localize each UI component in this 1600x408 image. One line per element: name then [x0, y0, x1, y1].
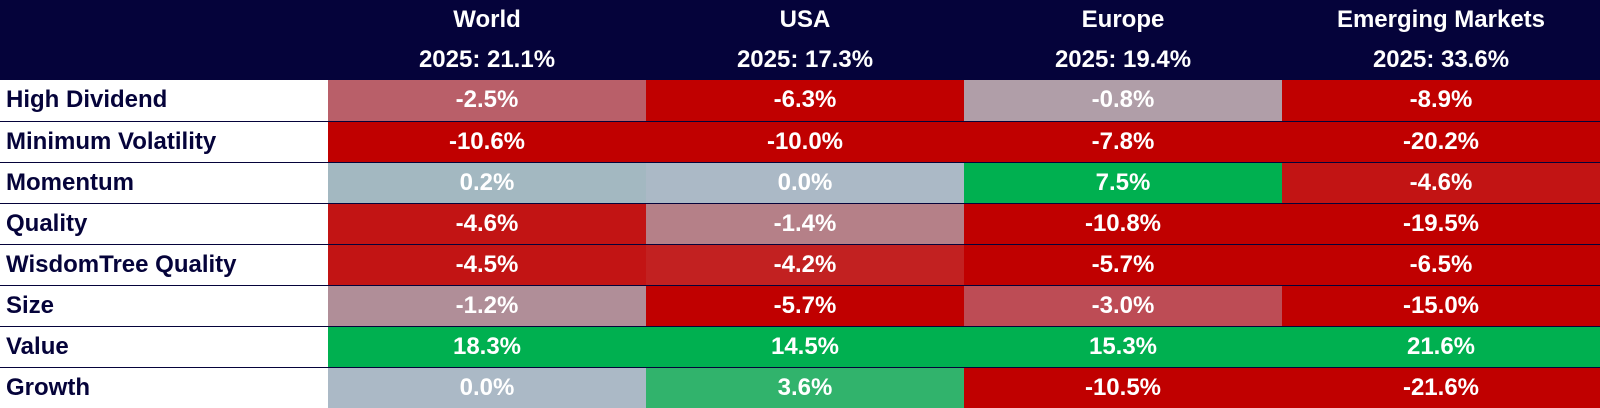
row-label: High Dividend [0, 80, 328, 122]
heatmap-cell: 7.5% [964, 162, 1282, 204]
heatmap-cell: -6.3% [646, 80, 964, 122]
heatmap-cell: -5.7% [964, 244, 1282, 286]
column-name: Europe [1081, 6, 1165, 33]
row-label: Value [0, 326, 328, 368]
table-row: WisdomTree Quality -4.5% -4.2% -5.7% -6.5% [0, 244, 1600, 286]
row-label: WisdomTree Quality [0, 244, 328, 286]
table-row: Growth 0.0% 3.6% -10.5% -21.6% [0, 367, 1600, 408]
row-label: Minimum Volatility [0, 121, 328, 163]
header-corner [0, 0, 328, 80]
heatmap-cell: -21.6% [1282, 367, 1600, 408]
table-row: Quality -4.6% -1.4% -10.8% -19.5% [0, 203, 1600, 245]
heatmap-cell: 15.3% [964, 326, 1282, 368]
row-label: Momentum [0, 162, 328, 204]
heatmap-cell: -1.4% [646, 203, 964, 245]
column-header: Europe 2025: 19.4% [964, 0, 1282, 80]
heatmap-cell: -10.0% [646, 121, 964, 163]
row-label: Growth [0, 367, 328, 408]
heatmap-cell: 0.2% [328, 162, 646, 204]
heatmap-cell: -10.5% [964, 367, 1282, 408]
column-subtitle: 2025: 17.3% [736, 46, 874, 73]
heatmap-cell: 14.5% [646, 326, 964, 368]
column-subtitle: 2025: 21.1% [418, 46, 556, 73]
heatmap-cell: -6.5% [1282, 244, 1600, 286]
heatmap-cell: -4.6% [1282, 162, 1600, 204]
heatmap-cell: -2.5% [328, 80, 646, 122]
heatmap-cell: -5.7% [646, 285, 964, 327]
column-name: USA [779, 6, 831, 33]
heatmap-cell: -0.8% [964, 80, 1282, 122]
header-row: World 2025: 21.1% USA 2025: 17.3% Europe 2025… [0, 0, 1600, 80]
heatmap-cell: -15.0% [1282, 285, 1600, 327]
table-row: Minimum Volatility -10.6% -10.0% -7.8% -20.2… [0, 121, 1600, 163]
heatmap-cell: -10.8% [964, 203, 1282, 245]
table-body: High Dividend -2.5% -6.3% -0.8% -8.9% Minimum… [0, 80, 1600, 408]
heatmap-cell: 0.0% [328, 367, 646, 408]
heatmap-cell: 21.6% [1282, 326, 1600, 368]
row-label: Quality [0, 203, 328, 245]
column-name: Emerging Markets [1336, 6, 1546, 33]
heatmap-cell: 3.6% [646, 367, 964, 408]
heatmap-cell: -4.2% [646, 244, 964, 286]
column-header: Emerging Markets 2025: 33.6% [1282, 0, 1600, 80]
table-row: Value 18.3% 14.5% 15.3% 21.6% [0, 326, 1600, 368]
heatmap-cell: -7.8% [964, 121, 1282, 163]
column-name: World [453, 6, 521, 33]
column-header: World 2025: 21.1% [328, 0, 646, 80]
column-subtitle: 2025: 33.6% [1372, 46, 1510, 73]
column-subtitle: 2025: 19.4% [1054, 46, 1192, 73]
table-row: High Dividend -2.5% -6.3% -0.8% -8.9% [0, 80, 1600, 122]
column-header: USA 2025: 17.3% [646, 0, 964, 80]
heatmap-cell: 18.3% [328, 326, 646, 368]
heatmap-cell: -10.6% [328, 121, 646, 163]
row-label: Size [0, 285, 328, 327]
heatmap-cell: -4.5% [328, 244, 646, 286]
heatmap-cell: -8.9% [1282, 80, 1600, 122]
table-row: Size -1.2% -5.7% -3.0% -15.0% [0, 285, 1600, 327]
heatmap-cell: -3.0% [964, 285, 1282, 327]
heatmap-cell: 0.0% [646, 162, 964, 204]
table-row: Momentum 0.2% 0.0% 7.5% -4.6% [0, 162, 1600, 204]
heatmap-cell: -19.5% [1282, 203, 1600, 245]
heatmap-cell: -20.2% [1282, 121, 1600, 163]
heatmap-cell: -4.6% [328, 203, 646, 245]
heatmap-cell: -1.2% [328, 285, 646, 327]
